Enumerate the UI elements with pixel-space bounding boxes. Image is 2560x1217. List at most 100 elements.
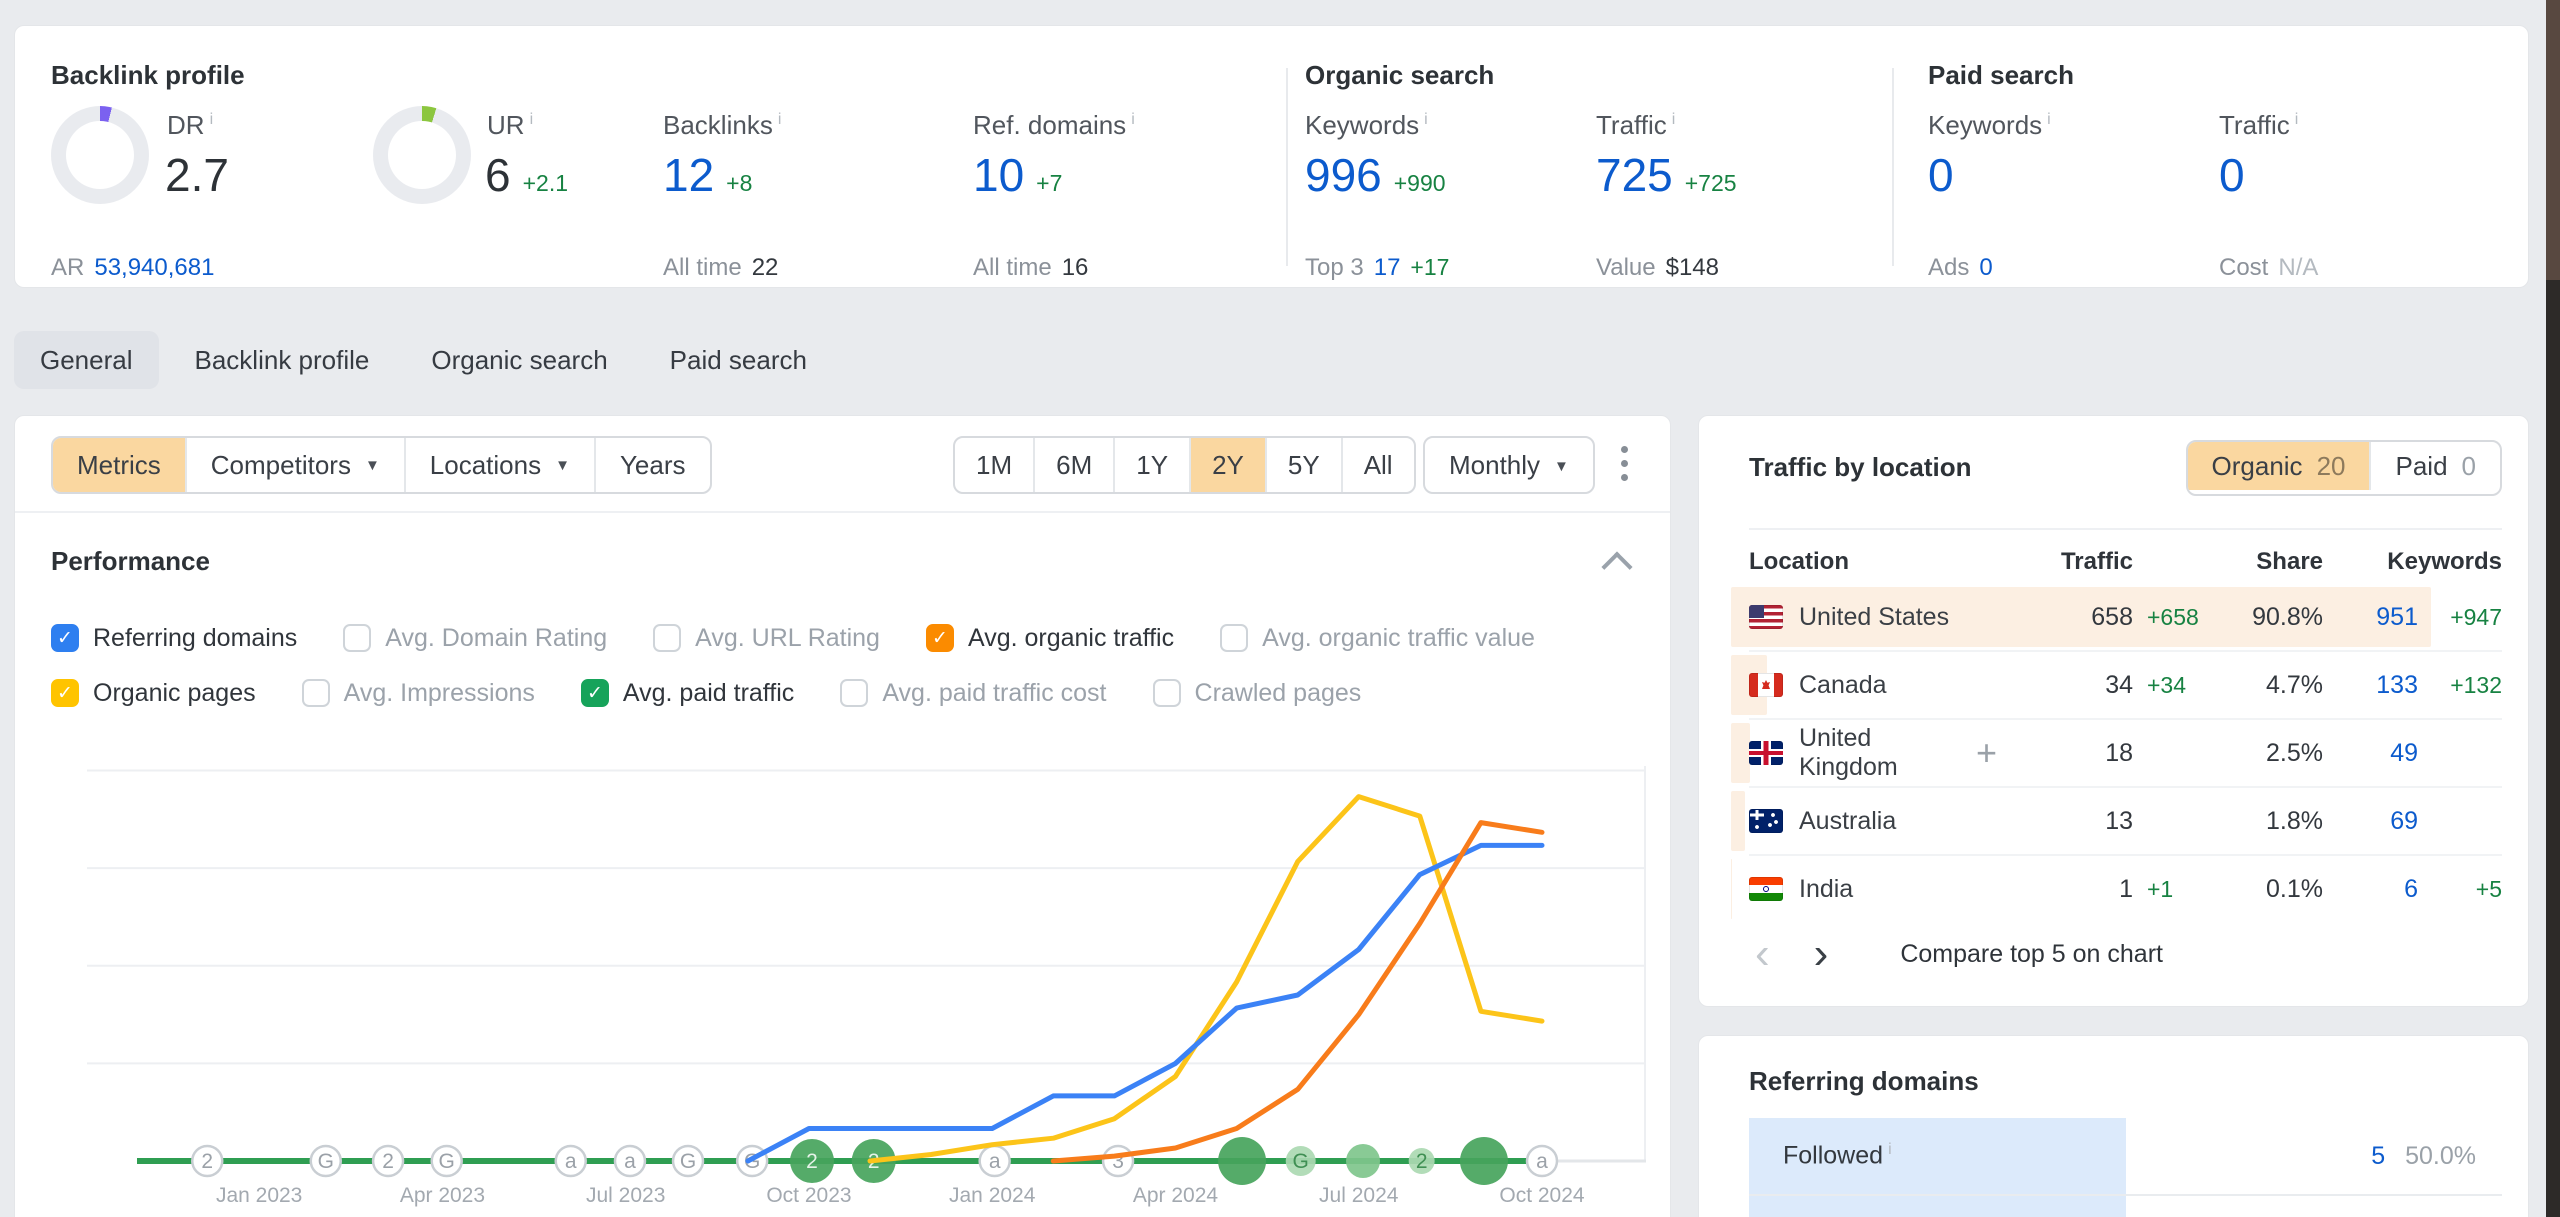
filter-locations[interactable]: Locations ▼ — [403, 438, 594, 492]
info-icon[interactable]: i — [1424, 111, 1428, 129]
organic-traffic-value[interactable]: 725 +725 — [1596, 149, 1737, 201]
col-keywords[interactable]: Keywords — [2387, 548, 2502, 575]
range-1m[interactable]: 1M — [976, 450, 1013, 480]
refdomains-count[interactable]: 5 — [2371, 1141, 2386, 1170]
metric-toggle-avg-organic-traffic-value[interactable]: Avg. organic traffic value — [1220, 624, 1535, 653]
metric-toggle-avg-impressions[interactable]: Avg. Impressions — [301, 679, 535, 708]
location-row-in[interactable]: India 1 +1 0.1% 6 +5 — [1731, 854, 2502, 922]
info-icon[interactable]: i — [2047, 111, 2051, 129]
location-row-us[interactable]: United States 658 +658 90.8% 951 +947 — [1731, 584, 2502, 650]
refdomains-row-followed[interactable]: Followed i 5 50.0% — [1749, 1118, 2502, 1194]
backlinks-value[interactable]: 12 +8 — [663, 149, 753, 201]
granularity-dropdown[interactable]: Monthly ▼ — [1423, 436, 1595, 494]
timeline-event-marker[interactable] — [1218, 1137, 1267, 1185]
col-location[interactable]: Location — [1749, 548, 1849, 575]
filter-metrics[interactable]: Metrics — [53, 438, 185, 492]
organic-keywords-value[interactable]: 996 +990 — [1305, 149, 1446, 201]
paid-traffic-value[interactable]: 0 — [2219, 149, 2245, 201]
metric-toggle-crawled-pages[interactable]: Crawled pages — [1152, 679, 1361, 708]
location-table-header: Location Traffic Share Keywords — [1749, 540, 2502, 584]
ar-rank: AR 53,940,681 — [51, 254, 215, 281]
info-icon[interactable]: i — [2294, 111, 2299, 129]
location-row-au[interactable]: Australia 13 1.8% 69 — [1731, 786, 2502, 854]
compare-top5-label[interactable]: Compare top 5 on chart — [1900, 939, 2163, 968]
collapse-section-icon[interactable] — [1601, 551, 1633, 583]
svg-text:2: 2 — [201, 1150, 213, 1173]
timeline-event-marker[interactable] — [1525, 1144, 1559, 1178]
tab-organic-search[interactable]: Organic search — [431, 345, 608, 375]
info-icon[interactable]: i — [529, 111, 534, 129]
range-1y[interactable]: 1Y — [1113, 438, 1189, 492]
metric-toggle-avg-url-rating[interactable]: Avg. URL Rating — [653, 624, 880, 653]
overview-tabs: General Backlink profile Organic search Pai… — [14, 331, 833, 389]
timeline-event-marker[interactable] — [1285, 1146, 1316, 1176]
timeline-event-marker[interactable] — [1408, 1148, 1435, 1174]
toggle-paid[interactable]: Paid 0 — [2369, 442, 2500, 490]
chevron-down-icon: ▼ — [1554, 457, 1569, 475]
range-all[interactable]: All — [1340, 438, 1414, 492]
keywords-link[interactable]: 133 — [2376, 670, 2418, 699]
metric-toggle-avg-paid-traffic-cost[interactable]: Avg. paid traffic cost — [840, 679, 1107, 708]
tab-general[interactable]: General — [14, 331, 159, 389]
paid-keywords-value[interactable]: 0 — [1928, 149, 1954, 201]
flag-au-icon — [1749, 809, 1783, 833]
metric-toggle-avg-organic-traffic[interactable]: ✓ Avg. organic traffic — [925, 624, 1174, 653]
toggle-organic[interactable]: Organic 20 — [2187, 442, 2370, 490]
tab-paid-search[interactable]: Paid search — [669, 345, 807, 375]
timeline-event-marker[interactable] — [1459, 1137, 1508, 1185]
info-icon[interactable]: i — [1888, 1141, 1892, 1159]
checkbox — [301, 679, 330, 707]
timeline-event-marker[interactable] — [371, 1144, 405, 1178]
filter-years[interactable]: Years — [593, 438, 710, 492]
keywords-link[interactable]: 69 — [2390, 806, 2418, 835]
timeline-event-marker[interactable] — [554, 1144, 587, 1178]
keywords-link[interactable]: 49 — [2390, 738, 2418, 767]
prev-page-icon[interactable]: ‹ — [1755, 929, 1770, 978]
info-icon[interactable]: i — [209, 111, 214, 129]
backlinks-label: Backlinks i — [663, 110, 782, 140]
info-icon[interactable]: i — [1131, 111, 1135, 129]
range-6m[interactable]: 6M — [1033, 438, 1113, 492]
location-row-gb[interactable]: United Kingdom + 18 2.5% 49 — [1731, 718, 2502, 786]
organic-search-title: Organic search — [1305, 60, 1495, 90]
info-icon[interactable]: i — [777, 111, 782, 129]
ads-value-link[interactable]: 0 — [1979, 254, 1993, 281]
top3-value-link[interactable]: 17 — [1373, 254, 1401, 281]
location-row-ca[interactable]: Canada 34 +34 4.7% 133 +132 — [1731, 650, 2502, 718]
filter-competitors[interactable]: Competitors ▼ — [184, 438, 404, 492]
metric-toggle-referring-domains[interactable]: ✓ Referring domains — [51, 624, 297, 653]
timeline-event-marker[interactable] — [309, 1144, 343, 1178]
next-page-icon[interactable]: › — [1813, 929, 1829, 978]
dr-gauge — [51, 106, 149, 204]
metric-toggle-avg-paid-traffic[interactable]: ✓ Avg. paid traffic — [580, 679, 794, 708]
col-share[interactable]: Share — [2256, 548, 2323, 575]
timeline-event-marker[interactable] — [1346, 1144, 1381, 1178]
timeline-event-marker[interactable] — [671, 1144, 705, 1178]
refdomains-value[interactable]: 10 +7 — [973, 149, 1063, 201]
timeline-event-marker[interactable] — [790, 1139, 835, 1183]
refdomains-row-not-followed[interactable]: Not followedi550.0% — [1749, 1194, 2502, 1217]
keywords-link[interactable]: 951 — [2376, 602, 2418, 631]
add-to-compare-icon[interactable]: + — [1975, 732, 1997, 773]
metric-toggle-organic-pages[interactable]: ✓ Organic pages — [51, 679, 256, 708]
timeline-event-marker[interactable] — [430, 1144, 463, 1178]
ar-value-link[interactable]: 53,940,681 — [94, 254, 215, 281]
timeline-event-marker[interactable] — [613, 1144, 647, 1178]
more-options-button[interactable] — [1607, 436, 1641, 490]
svg-text:3: 3 — [1112, 1150, 1124, 1173]
tab-backlink-profile[interactable]: Backlink profile — [194, 345, 370, 375]
share-value: 1.8% — [2266, 806, 2323, 835]
col-traffic[interactable]: Traffic — [2060, 548, 2133, 575]
flag-us-icon — [1749, 605, 1783, 629]
info-icon[interactable]: i — [1671, 111, 1676, 129]
metric-toggle-avg-domain-rating[interactable]: Avg. Domain Rating — [343, 624, 607, 653]
scrollbar-track[interactable] — [2546, 0, 2560, 1217]
range-2y[interactable]: 2Y — [1189, 438, 1265, 492]
keywords-link[interactable]: 6 — [2404, 874, 2418, 903]
ur-label: UR i — [487, 110, 534, 140]
range-5y[interactable]: 5Y — [1264, 438, 1341, 492]
timeline-event-marker[interactable] — [191, 1144, 224, 1178]
scrollbar-thumb[interactable] — [2546, 0, 2560, 280]
share-value: 4.7% — [2266, 670, 2323, 699]
